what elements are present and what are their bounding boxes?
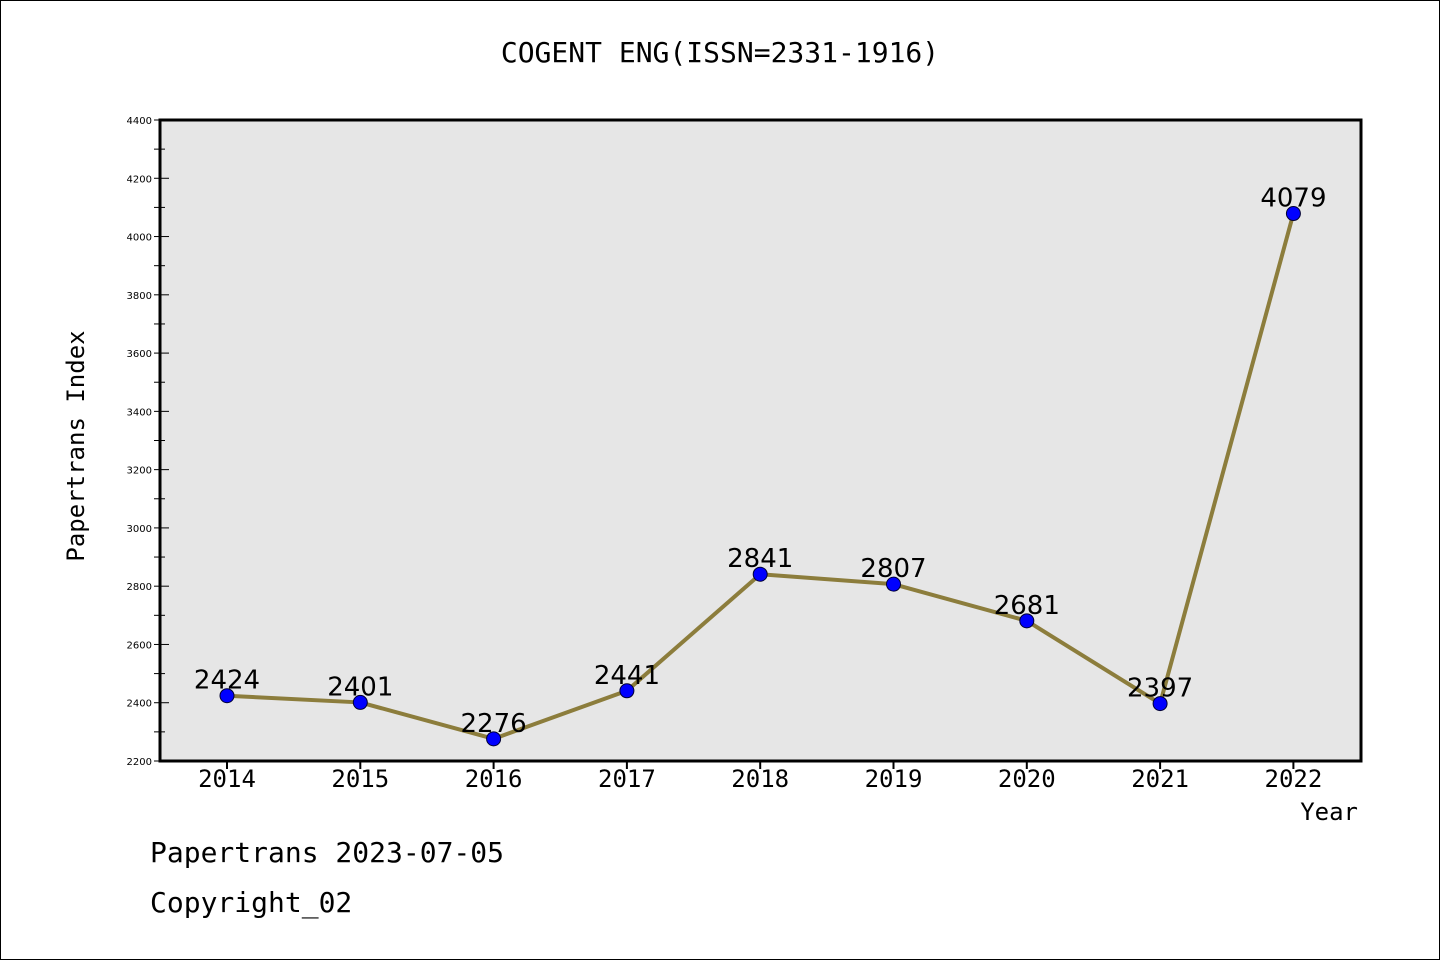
x-tick-label: 2016 [465, 765, 523, 793]
chart-title: COGENT ENG(ISSN=2331-1916) [500, 36, 940, 69]
data-point [219, 688, 235, 704]
plot-area [160, 120, 1361, 761]
data-label: 2424 [194, 666, 260, 696]
data-label: 2397 [1127, 674, 1193, 704]
data-label: 2441 [594, 661, 660, 691]
x-tick-label: 2015 [331, 765, 389, 793]
x-axis-title: Year [1300, 798, 1358, 826]
data-label: 4079 [1260, 184, 1326, 214]
data-point [619, 683, 635, 699]
data-label: 2807 [860, 554, 926, 584]
data-point [752, 566, 768, 582]
footer-date: Papertrans 2023-07-05 [150, 836, 505, 869]
data-point [1019, 613, 1035, 629]
y-tick-label: 3400 [127, 407, 152, 418]
data-point [352, 694, 368, 710]
x-tick-label: 2020 [998, 765, 1056, 793]
y-tick-label: 4000 [127, 233, 152, 244]
y-tick-label: 3200 [127, 466, 152, 477]
y-tick-label: 3000 [127, 524, 152, 535]
x-tick-label: 2014 [198, 765, 256, 793]
data-point [1285, 206, 1301, 222]
y-tick-label: 2400 [127, 699, 152, 710]
y-tick-label: 2600 [127, 640, 152, 651]
y-tick-label: 3800 [127, 291, 152, 302]
x-tick-label: 2019 [865, 765, 923, 793]
data-label: 2841 [727, 544, 793, 574]
y-axis-title: Papertrans Index [62, 330, 90, 561]
data-label: 2401 [327, 672, 393, 702]
x-tick-label: 2021 [1131, 765, 1189, 793]
x-tick-label: 2022 [1265, 765, 1323, 793]
y-tick-label: 4200 [127, 174, 152, 185]
y-tick-label: 2800 [127, 582, 152, 593]
data-point [486, 731, 502, 747]
x-tick-label: 2017 [598, 765, 656, 793]
data-point [1152, 696, 1168, 712]
y-tick-label: 2200 [127, 757, 152, 768]
x-tick-label: 2018 [731, 765, 789, 793]
data-label: 2276 [461, 709, 527, 739]
data-label: 2681 [994, 591, 1060, 621]
y-tick-label: 3600 [127, 349, 152, 360]
data-point [886, 576, 901, 592]
footer-copyright: Copyright_02 [150, 886, 353, 919]
y-tick-label: 4400 [127, 116, 152, 127]
